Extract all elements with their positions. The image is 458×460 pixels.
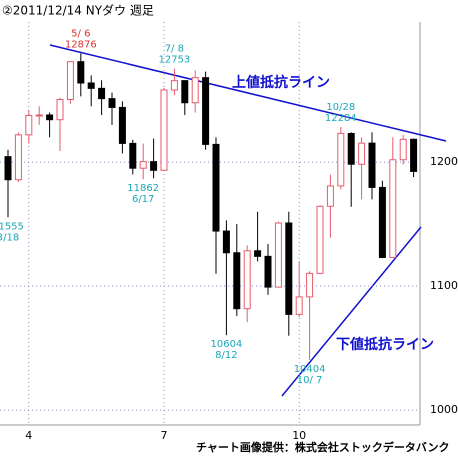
candle-body [4, 156, 12, 181]
chart-title: ②2011/12/14 NYダウ 週足 [2, 3, 154, 18]
trend-label: 下値抵抗ライン [336, 336, 434, 353]
candle-body [306, 272, 314, 298]
candle-body [181, 80, 189, 104]
candle-body [285, 222, 293, 315]
candle-body [399, 138, 407, 161]
candle-body [378, 186, 386, 258]
annotation-value: 12753 [158, 55, 190, 66]
candle-body [66, 61, 74, 100]
candle-body [77, 61, 85, 84]
lower-trendline [281, 226, 422, 397]
candle-body [14, 134, 22, 181]
candle-body [170, 80, 178, 91]
annotation-date: 5/ 6 [71, 28, 90, 39]
candle-body [202, 77, 210, 145]
candle-body [326, 185, 334, 207]
annotation-date: 6/17 [132, 194, 154, 205]
candle-body [410, 138, 418, 172]
candle-body [212, 143, 220, 232]
candle-body [254, 250, 262, 257]
candle-body [98, 87, 106, 100]
candle-body [56, 99, 64, 121]
x-tick-label: 10 [292, 429, 306, 442]
candle-body [160, 89, 168, 171]
x-tick-label: 7 [161, 429, 168, 442]
candle-body [118, 106, 126, 144]
annotation-date: 8/12 [215, 350, 237, 361]
y-tick-label: 11000 [430, 279, 458, 292]
candle-body [139, 161, 147, 169]
candle-body [150, 161, 158, 171]
annotation-value: 11555 [0, 221, 24, 232]
source-note: チャート画像提供：株式会社ストックデータバンク [196, 440, 449, 454]
annotation-date: 10/28 [326, 102, 355, 113]
candle-body [358, 142, 366, 165]
candle-body [129, 142, 137, 169]
y-tick-label: 12000 [430, 155, 458, 168]
candle-body [264, 255, 272, 288]
candle-body [46, 114, 54, 121]
candle-body [191, 77, 199, 104]
y-tick-label: 10000 [430, 403, 458, 416]
annotation-value: 10604 [210, 339, 242, 350]
candle-body [233, 252, 241, 310]
trend-label: 上値抵抗ライン [232, 74, 330, 91]
candle-body [368, 142, 376, 188]
candle-body [243, 250, 251, 310]
annotation-value: 11862 [127, 183, 159, 194]
candle-body [337, 132, 345, 187]
annotation-date: 7/ 8 [165, 44, 184, 55]
annotation-value: 10404 [294, 364, 326, 375]
candle-body [274, 222, 282, 288]
x-tick-label: 4 [25, 429, 32, 442]
annotation-date: 10/ 7 [297, 375, 323, 386]
candle-body [347, 132, 355, 165]
candle-body [222, 230, 230, 254]
candle-body [389, 159, 397, 258]
annotation-value: 12284 [325, 113, 357, 124]
annotation-date: 3/18 [0, 232, 19, 243]
annotation-value: 12876 [65, 39, 97, 50]
candle-body [25, 114, 33, 136]
candle-body [87, 82, 95, 89]
upper-trendline [49, 44, 447, 142]
candle-body [108, 98, 116, 108]
candle-body [316, 205, 324, 274]
candle-body [35, 114, 43, 117]
candle-body [295, 296, 303, 315]
